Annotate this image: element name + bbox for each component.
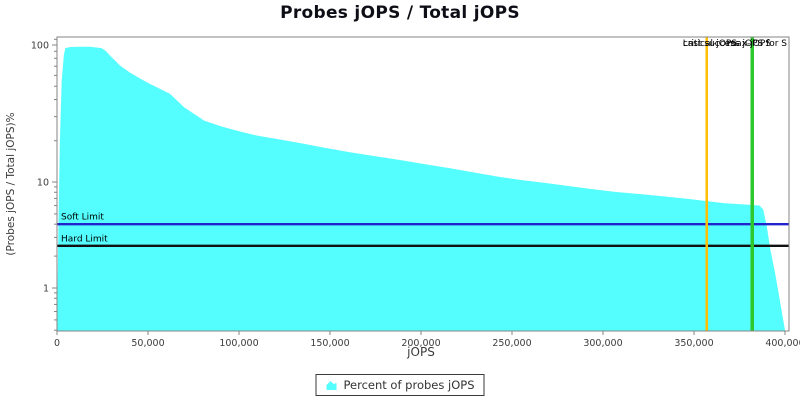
chart-title: Probes jOPS / Total jOPS <box>280 3 520 23</box>
hard-limit-label: Hard Limit <box>61 234 108 244</box>
area-series <box>57 46 785 332</box>
plot-border <box>56 36 790 332</box>
x-tick-label: 150,000 <box>310 338 349 349</box>
x-tick-label: 0 <box>54 338 60 349</box>
x-tick-label: 100,000 <box>219 338 258 349</box>
soft-limit-label: Soft Limit <box>61 213 104 223</box>
x-tick-label: 250,000 <box>492 338 531 349</box>
legend-label: Percent of probes jOPS <box>343 378 475 392</box>
y-tick-label: 1 <box>43 284 49 295</box>
marker-label-2: max-jOPS <box>727 39 771 49</box>
x-tick-label: 350,000 <box>674 338 713 349</box>
marker-label-1: critical-jOPS <box>683 39 737 49</box>
y-tick-label: 10 <box>37 178 49 189</box>
marker-label-3: Last success jOPS for S <box>683 39 787 49</box>
x-tick-label: 400,000 <box>765 338 800 349</box>
x-axis-title: jOPS <box>406 345 435 359</box>
area-series-swatch-icon <box>326 381 337 390</box>
x-tick-label: 200,000 <box>401 338 440 349</box>
x-tick-label: 300,000 <box>583 338 622 349</box>
y-tick-label: 100 <box>31 41 49 52</box>
y-axis-title: (Probes jOPS / Total jOPS)% <box>5 112 17 255</box>
x-tick-label: 50,000 <box>131 338 164 349</box>
legend: Percent of probes jOPS <box>315 374 485 396</box>
